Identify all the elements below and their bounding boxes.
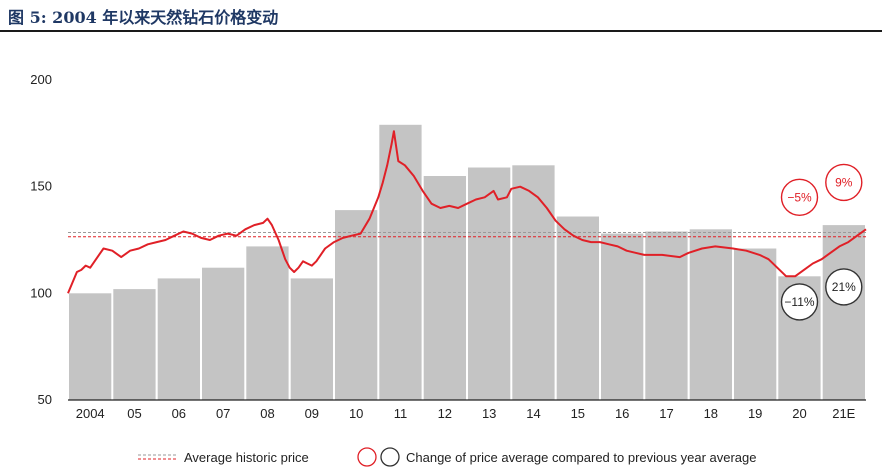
x-tick-17: 17: [659, 406, 673, 421]
x-tick-14: 14: [526, 406, 540, 421]
change-label-1: −5%: [787, 190, 812, 204]
title-rule: [0, 30, 882, 32]
bar-08: [246, 246, 289, 400]
legend-red-circle: [357, 447, 377, 467]
bar-07: [202, 267, 245, 400]
legend-avg-label: Average historic price: [184, 450, 309, 465]
x-tick-09: 09: [305, 406, 319, 421]
x-tick-06: 06: [172, 406, 186, 421]
bar-15: [556, 216, 599, 400]
change-label-3: −11%: [784, 295, 814, 309]
x-tick-16: 16: [615, 406, 629, 421]
bar-17: [645, 231, 688, 400]
y-tick-50: 50: [38, 392, 52, 407]
x-tick-08: 08: [260, 406, 274, 421]
change-label-4: 21%: [832, 280, 856, 294]
legend-change-label: Change of price average compared to prev…: [406, 450, 757, 465]
x-tick-07: 07: [216, 406, 230, 421]
legend-black-circle: [380, 447, 400, 467]
x-tick-21E: 21E: [832, 406, 855, 421]
bar-18: [689, 229, 732, 400]
bar-13: [468, 167, 511, 400]
y-tick-150: 150: [30, 179, 52, 194]
x-tick-2004: 2004: [76, 406, 105, 421]
change-circle-2: [825, 163, 863, 202]
bar-19: [734, 248, 777, 400]
x-tick-13: 13: [482, 406, 496, 421]
x-tick-18: 18: [704, 406, 718, 421]
bar-2004: [69, 293, 112, 400]
price-line: [67, 130, 867, 294]
bar-12: [423, 176, 466, 400]
x-tick-20: 20: [792, 406, 806, 421]
change-circle-3: [780, 283, 819, 321]
x-tick-10: 10: [349, 406, 363, 421]
y-tick-100: 100: [30, 285, 52, 300]
y-tick-200: 200: [30, 72, 52, 87]
change-circle-4: [825, 268, 863, 306]
bar-16: [601, 233, 644, 400]
figure-title: 图 5: 2004 年以来天然钻石价格变动: [8, 8, 279, 27]
x-tick-11: 11: [394, 406, 408, 421]
bar-10: [335, 210, 378, 400]
bar-11: [379, 124, 422, 401]
bar-06: [157, 278, 200, 400]
bar-09: [290, 278, 333, 400]
x-tick-19: 19: [748, 406, 762, 421]
change-label-2: 9%: [835, 175, 853, 189]
x-tick-15: 15: [571, 406, 585, 421]
change-circle-1: [780, 178, 819, 217]
bar-21E: [822, 225, 865, 400]
x-tick-05: 05: [127, 406, 141, 421]
bar-14: [512, 165, 555, 400]
x-tick-12: 12: [438, 406, 452, 421]
bar-05: [113, 289, 156, 400]
